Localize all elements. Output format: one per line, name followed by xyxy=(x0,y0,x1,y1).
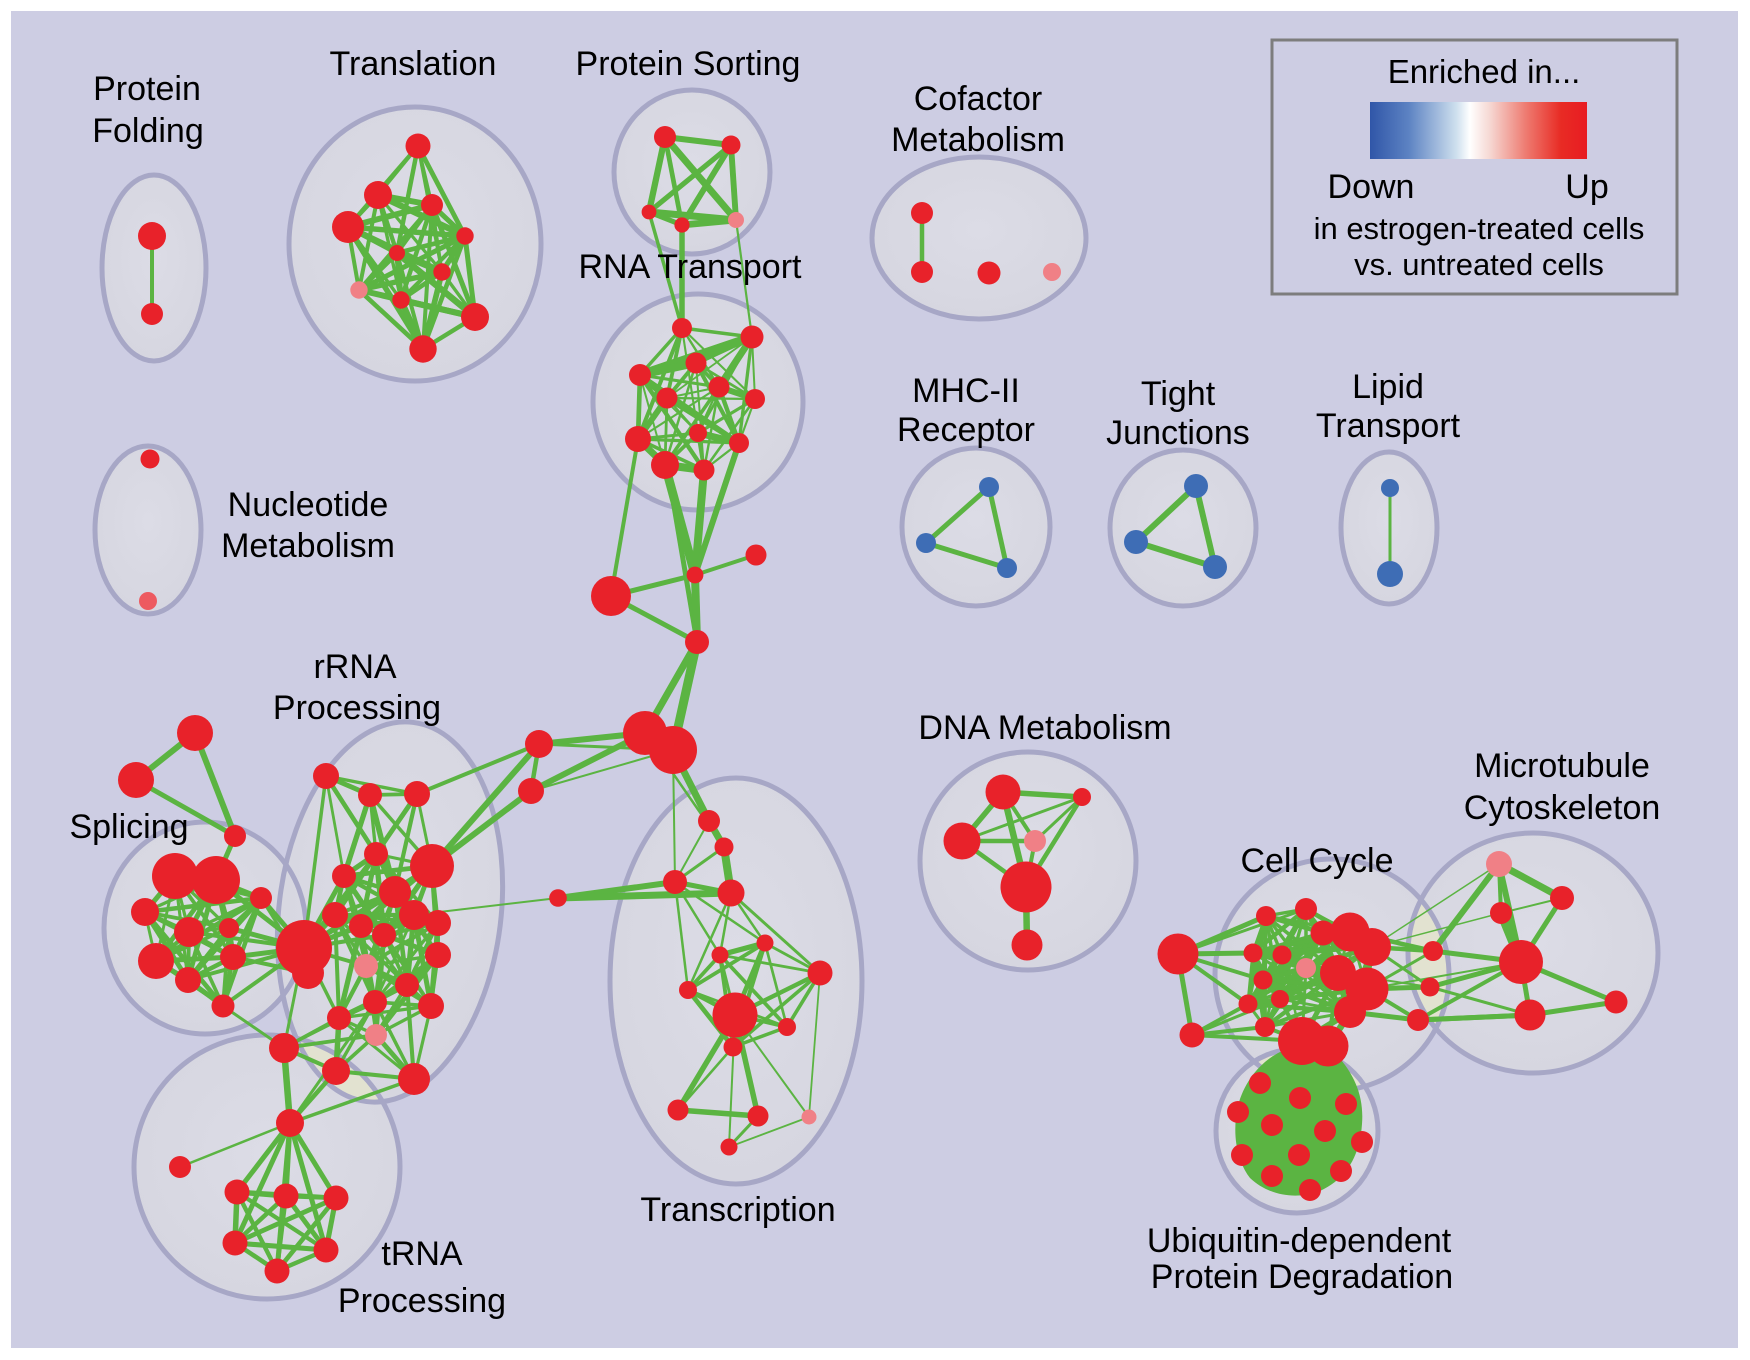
svg-text:Metabolism: Metabolism xyxy=(221,527,395,565)
svg-text:Cofactor: Cofactor xyxy=(914,80,1043,118)
svg-text:Protein Sorting: Protein Sorting xyxy=(576,45,801,83)
svg-text:Processing: Processing xyxy=(273,689,441,727)
svg-text:Ubiquitin-dependent: Ubiquitin-dependent xyxy=(1147,1222,1452,1260)
svg-text:rRNA: rRNA xyxy=(313,648,396,686)
svg-text:Processing: Processing xyxy=(338,1282,506,1320)
svg-text:Lipid: Lipid xyxy=(1352,368,1424,406)
svg-text:Receptor: Receptor xyxy=(897,411,1035,449)
svg-text:Down: Down xyxy=(1328,168,1415,206)
svg-text:vs. untreated cells: vs. untreated cells xyxy=(1354,247,1604,282)
svg-text:Nucleotide: Nucleotide xyxy=(228,486,389,524)
svg-text:Metabolism: Metabolism xyxy=(891,121,1065,159)
svg-text:Microtubule: Microtubule xyxy=(1474,747,1650,785)
svg-text:DNA Metabolism: DNA Metabolism xyxy=(918,709,1171,747)
svg-text:Protein Degradation: Protein Degradation xyxy=(1151,1258,1453,1296)
svg-text:Up: Up xyxy=(1565,168,1608,206)
svg-text:Cytoskeleton: Cytoskeleton xyxy=(1464,789,1661,827)
svg-text:Transcription: Transcription xyxy=(640,1191,835,1229)
svg-text:Translation: Translation xyxy=(330,45,497,83)
svg-text:Protein: Protein xyxy=(93,70,201,108)
svg-text:Transport: Transport xyxy=(1316,407,1461,445)
svg-text:Splicing: Splicing xyxy=(69,808,188,846)
svg-text:Folding: Folding xyxy=(92,112,204,150)
svg-text:Junctions: Junctions xyxy=(1106,414,1250,452)
svg-text:Cell Cycle: Cell Cycle xyxy=(1240,842,1393,880)
svg-text:Enriched in...: Enriched in... xyxy=(1388,53,1581,90)
svg-text:in estrogen-treated cells: in estrogen-treated cells xyxy=(1314,211,1645,246)
svg-text:Tight: Tight xyxy=(1141,375,1216,413)
svg-text:RNA Transport: RNA Transport xyxy=(579,248,803,286)
svg-text:MHC-II: MHC-II xyxy=(912,372,1020,410)
svg-text:tRNA: tRNA xyxy=(381,1235,463,1273)
